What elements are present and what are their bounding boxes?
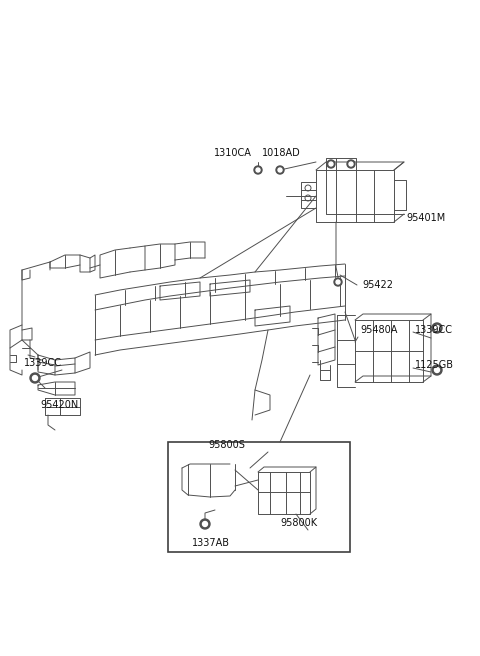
Circle shape [276, 166, 284, 174]
Circle shape [33, 375, 37, 380]
Circle shape [434, 367, 440, 373]
Text: 1125GB: 1125GB [415, 360, 454, 370]
Circle shape [434, 325, 440, 331]
Text: 1339CC: 1339CC [24, 358, 62, 368]
Text: 95422: 95422 [362, 280, 393, 290]
Text: 95800K: 95800K [280, 518, 317, 528]
Bar [168, 442, 350, 552]
Circle shape [329, 162, 333, 166]
Circle shape [278, 168, 282, 172]
Circle shape [256, 168, 260, 172]
Circle shape [327, 160, 335, 168]
Circle shape [30, 373, 40, 383]
Text: 95480A: 95480A [360, 325, 397, 335]
Text: 1337AB: 1337AB [192, 538, 230, 548]
Text: 1018AD: 1018AD [262, 148, 301, 158]
Circle shape [254, 166, 262, 174]
Circle shape [432, 323, 442, 333]
Text: 1339CC: 1339CC [415, 325, 453, 335]
Text: 95800S: 95800S [208, 440, 245, 450]
Text: 95420N: 95420N [40, 400, 78, 410]
Text: 1310CA: 1310CA [214, 148, 252, 158]
Text: 95401M: 95401M [406, 213, 445, 223]
Circle shape [336, 280, 340, 284]
Circle shape [432, 365, 442, 375]
Circle shape [349, 162, 353, 166]
Circle shape [334, 278, 342, 286]
Circle shape [347, 160, 355, 168]
Circle shape [203, 522, 207, 527]
Circle shape [200, 519, 210, 529]
